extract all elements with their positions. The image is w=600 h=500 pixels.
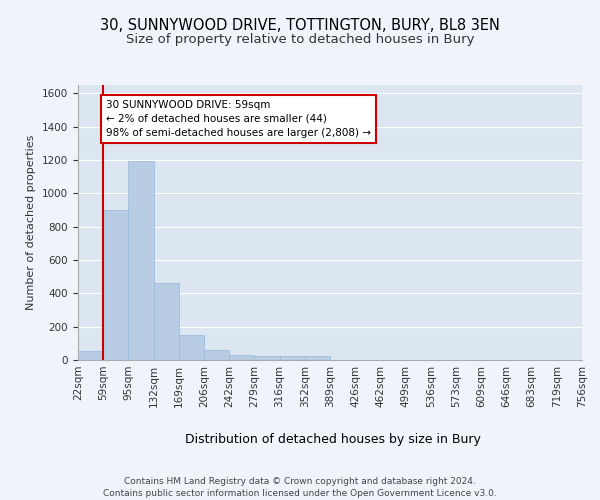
Bar	[78, 351, 103, 360]
Bar	[305, 356, 330, 360]
Bar	[154, 282, 179, 360]
Text: 30, SUNNYWOOD DRIVE, TOTTINGTON, BURY, BL8 3EN: 30, SUNNYWOOD DRIVE, TOTTINGTON, BURY, B…	[100, 18, 500, 32]
Text: 30 SUNNYWOOD DRIVE: 59sqm
← 2% of detached houses are smaller (44)
98% of semi-d: 30 SUNNYWOOD DRIVE: 59sqm ← 2% of detach…	[106, 100, 371, 138]
Bar	[280, 356, 305, 360]
Text: Size of property relative to detached houses in Bury: Size of property relative to detached ho…	[126, 32, 474, 46]
Bar	[229, 355, 254, 360]
Bar	[254, 356, 280, 360]
Bar	[204, 350, 229, 360]
Bar	[103, 210, 128, 360]
Text: Contains HM Land Registry data © Crown copyright and database right 2024.: Contains HM Land Registry data © Crown c…	[124, 478, 476, 486]
Text: Contains public sector information licensed under the Open Government Licence v3: Contains public sector information licen…	[103, 489, 497, 498]
Bar	[128, 161, 154, 360]
Bar	[179, 335, 204, 360]
Text: Distribution of detached houses by size in Bury: Distribution of detached houses by size …	[185, 432, 481, 446]
Y-axis label: Number of detached properties: Number of detached properties	[26, 135, 37, 310]
